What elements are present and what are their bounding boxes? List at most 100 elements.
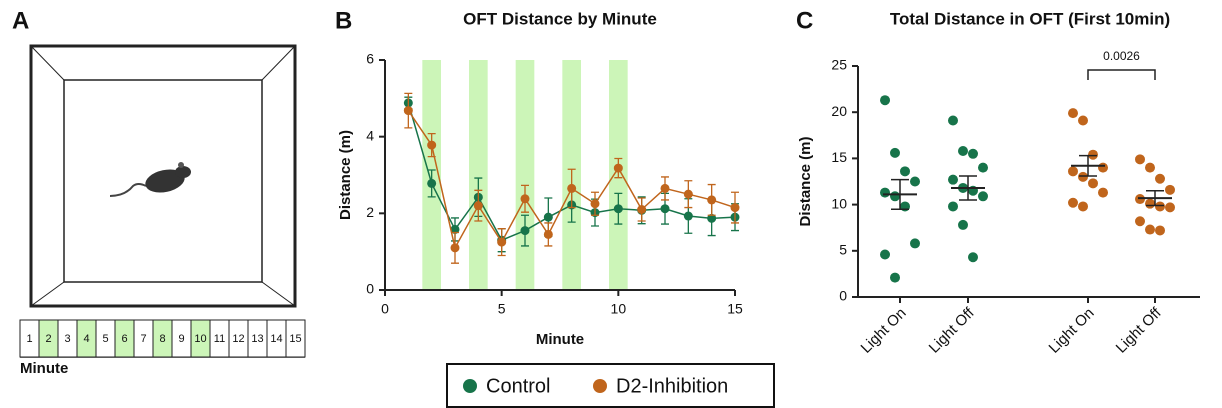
- sem-bar: [959, 175, 977, 201]
- x-axis-label: Minute: [536, 331, 584, 348]
- timeline-label: Minute: [20, 360, 68, 377]
- x-tick-label: 15: [727, 301, 743, 317]
- x-tick-label: Light On: [1046, 305, 1098, 357]
- timeline-minute: 6: [121, 333, 127, 345]
- data-point: [520, 194, 530, 204]
- legend-marker: [463, 379, 477, 393]
- chart-title: Total Distance in OFT (First 10min): [890, 9, 1170, 28]
- panel-label: B: [335, 7, 352, 34]
- data-point: [948, 174, 958, 185]
- data-point: [968, 148, 978, 159]
- open-field-box: [29, 44, 297, 308]
- data-point: [707, 213, 717, 223]
- data-point: [958, 146, 968, 157]
- p-value: 0.0026: [1103, 49, 1140, 63]
- data-point: [497, 237, 507, 247]
- timeline-minute: 9: [178, 333, 184, 345]
- data-point: [958, 219, 968, 230]
- timeline-minute: 12: [232, 333, 244, 345]
- data-point: [978, 162, 988, 173]
- legend-label: D2-Inhibition: [616, 375, 728, 397]
- data-point: [1098, 187, 1108, 198]
- timeline-minute: 14: [270, 333, 282, 345]
- mouse: [109, 162, 191, 197]
- data-point: [637, 205, 647, 214]
- x-tick-label: Light Off: [1113, 304, 1166, 357]
- data-point: [890, 272, 900, 283]
- significance-bracket: [1087, 69, 1156, 80]
- data-point: [1155, 225, 1165, 236]
- y-tick-label: 15: [831, 149, 847, 165]
- data-point: [683, 189, 693, 199]
- data-point: [880, 95, 890, 106]
- data-point: [660, 183, 670, 193]
- x-tick-label: 0: [381, 301, 389, 317]
- data-point: [1098, 162, 1108, 173]
- y-tick-label: 2: [366, 204, 374, 220]
- light-band: [469, 60, 488, 290]
- sem-bar: [891, 178, 909, 210]
- data-point: [1135, 154, 1145, 165]
- data-point: [543, 229, 553, 239]
- data-point: [880, 249, 890, 260]
- data-point: [1088, 149, 1098, 160]
- data-point: [948, 115, 958, 126]
- data-point: [1165, 184, 1175, 195]
- data-point: [1068, 166, 1078, 177]
- legend-label: Control: [486, 375, 550, 397]
- data-point: [910, 238, 920, 249]
- data-point: [1068, 108, 1078, 119]
- data-point: [1165, 202, 1175, 213]
- y-tick-label: 10: [831, 195, 847, 211]
- data-point: [520, 226, 530, 236]
- y-tick-label: 4: [366, 127, 374, 143]
- data-point: [1155, 201, 1165, 212]
- data-point: [427, 178, 437, 188]
- y-tick-label: 0: [839, 288, 847, 304]
- y-tick-label: 5: [839, 242, 847, 258]
- data-point: [1155, 173, 1165, 184]
- timeline-cell: [285, 319, 306, 358]
- y-axis-label: Distance (m): [797, 136, 814, 226]
- data-point: [450, 224, 460, 234]
- data-point: [1088, 178, 1098, 189]
- data-point: [613, 204, 623, 214]
- panel-label: C: [796, 7, 813, 34]
- x-tick-label: Light Off: [926, 304, 979, 357]
- y-tick-label: 6: [366, 51, 374, 67]
- timeline-minute: 5: [102, 333, 108, 345]
- data-point: [890, 191, 900, 202]
- data-point: [978, 191, 988, 202]
- timeline-minute: 3: [64, 333, 70, 345]
- timeline-minute: 15: [289, 333, 301, 345]
- data-point: [1078, 201, 1088, 212]
- data-point: [910, 176, 920, 187]
- y-tick-label: 0: [366, 281, 374, 297]
- panel-label: A: [12, 7, 29, 34]
- light-band: [515, 60, 535, 290]
- data-point: [968, 252, 978, 263]
- timeline-minute: 8: [159, 333, 165, 345]
- data-point: [543, 212, 553, 222]
- x-tick-label: 10: [611, 301, 627, 317]
- timeline-minute: 11: [214, 333, 225, 345]
- data-point: [1145, 224, 1155, 235]
- data-point: [613, 163, 623, 173]
- y-tick-label: 25: [831, 57, 847, 73]
- timeline-minute: 7: [140, 333, 146, 345]
- data-point: [948, 201, 958, 212]
- legend-box: [446, 363, 775, 408]
- sem-bar: [1146, 189, 1164, 207]
- x-tick-label: Light On: [858, 305, 910, 357]
- timeline-minute: 13: [251, 333, 263, 345]
- data-point: [1068, 197, 1078, 208]
- data-point: [880, 187, 890, 198]
- legend-marker: [593, 379, 607, 393]
- data-point: [473, 201, 483, 211]
- data-point: [660, 204, 670, 214]
- data-point: [427, 140, 437, 150]
- data-point: [450, 243, 460, 253]
- timeline-minute: 10: [194, 333, 206, 345]
- data-point: [1078, 171, 1088, 182]
